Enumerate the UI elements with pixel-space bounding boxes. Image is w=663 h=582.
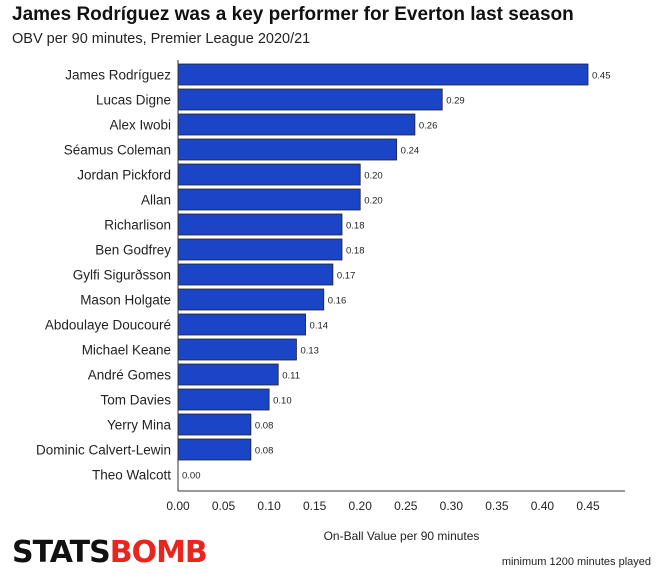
x-tick-label: 0.10 xyxy=(257,499,281,513)
category-label: Alex Iwobi xyxy=(109,118,171,133)
category-label: Richarlison xyxy=(104,218,171,233)
category-label: Lucas Digne xyxy=(96,93,171,108)
bar xyxy=(177,288,325,311)
category-label: Tom Davies xyxy=(100,393,171,408)
x-tick-label: 0.20 xyxy=(349,499,373,513)
bar xyxy=(177,388,270,411)
data-label: 0.20 xyxy=(364,171,383,182)
data-label: 0.29 xyxy=(446,96,465,107)
bar xyxy=(177,313,306,336)
statsbomb-logo: STATSBOMB xyxy=(12,535,208,570)
category-label: Mason Holgate xyxy=(80,293,171,308)
category-label: André Gomes xyxy=(88,368,172,383)
x-tick-label: 0.45 xyxy=(576,499,600,513)
x-tick-label: 0.40 xyxy=(531,499,555,513)
category-label: Séamus Coleman xyxy=(64,143,171,158)
x-tick-label: 0.25 xyxy=(394,499,418,513)
bar xyxy=(177,263,334,286)
data-label: 0.13 xyxy=(300,346,319,357)
data-label: 0.11 xyxy=(282,371,300,382)
bar xyxy=(177,88,443,111)
logo-part-stats: STATS xyxy=(12,535,111,570)
category-label: Gylfi Sigurðsson xyxy=(73,268,171,283)
category-label: Allan xyxy=(141,193,171,208)
category-label: James Rodríguez xyxy=(65,68,171,83)
data-label: 0.16 xyxy=(328,296,347,307)
x-axis: 0.00 0.05 0.10 0.15 0.20 0.25 0.30 0.35 0.40 0.45 xyxy=(166,60,625,513)
data-label: 0.18 xyxy=(346,221,365,232)
chart-subtitle: OBV per 90 minutes, Premier League 2020/… xyxy=(12,31,311,47)
x-axis-label: On-Ball Value per 90 minutes xyxy=(323,529,480,543)
data-label: 0.45 xyxy=(592,71,611,82)
data-label: 0.18 xyxy=(346,246,365,257)
bar xyxy=(177,363,279,386)
x-tick-label: 0.00 xyxy=(166,499,190,513)
bar xyxy=(177,138,398,161)
bars-layer: James Rodríguez 0.45 Lucas Digne 0.29 Alex I… xyxy=(36,63,611,483)
bar xyxy=(177,413,252,436)
bar xyxy=(177,188,361,211)
x-tick-label: 0.35 xyxy=(485,499,509,513)
category-label: Theo Walcott xyxy=(92,468,171,483)
bar xyxy=(177,163,361,186)
chart-title: James Rodríguez was a key performer for … xyxy=(12,4,574,25)
category-label: Jordan Pickford xyxy=(77,168,171,183)
data-label: 0.20 xyxy=(364,196,383,207)
data-label: 0.24 xyxy=(401,146,420,157)
bar xyxy=(177,113,416,136)
data-label: 0.17 xyxy=(337,271,356,282)
category-label: Dominic Calvert-Lewin xyxy=(36,443,171,458)
bar xyxy=(177,338,297,361)
data-label: 0.08 xyxy=(255,421,274,432)
bar xyxy=(177,438,252,461)
bar xyxy=(177,238,343,261)
footnote: minimum 1200 minutes played xyxy=(501,556,651,568)
x-tick-label: 0.30 xyxy=(440,499,464,513)
x-tick-label: 0.05 xyxy=(212,499,236,513)
bar xyxy=(177,213,343,236)
x-tick-label: 0.15 xyxy=(303,499,327,513)
data-label: 0.10 xyxy=(273,396,292,407)
data-label: 0.00 xyxy=(182,471,201,482)
category-label: Ben Godfrey xyxy=(95,243,171,258)
category-label: Abdoulaye Doucouré xyxy=(45,318,171,333)
bar xyxy=(177,63,589,86)
logo-part-bomb: BOMB xyxy=(109,535,208,570)
category-label: Yerry Mina xyxy=(107,418,172,433)
data-label: 0.26 xyxy=(419,121,438,132)
data-label: 0.08 xyxy=(255,446,274,457)
data-label: 0.14 xyxy=(310,321,329,332)
category-label: Michael Keane xyxy=(82,343,171,358)
